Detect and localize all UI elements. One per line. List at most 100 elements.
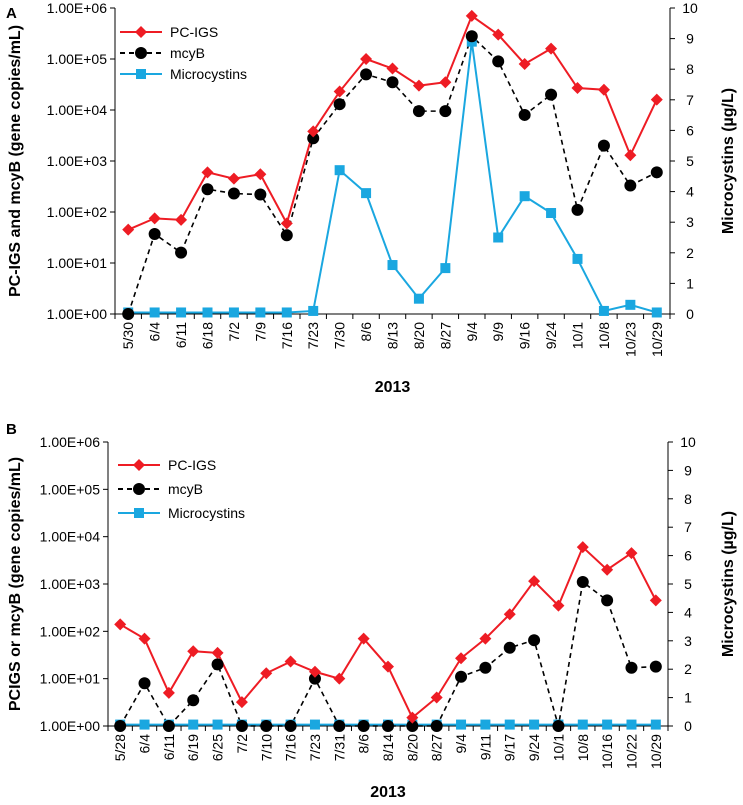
panel-a-right-tick-label: 0: [686, 306, 694, 322]
panel-a-series-microcystins-point: [281, 307, 292, 318]
panel-b-series-pc-igs-point: [406, 711, 419, 724]
panel-a-x-tick-label: 8/20: [411, 322, 427, 349]
panel-a-series-pc-igs-point: [518, 57, 531, 70]
panel-b-series-pc-igs-point: [187, 645, 200, 658]
panel-a-right-tick-label: 7: [686, 92, 694, 108]
panel-b-x-tick-label: 7/10: [258, 734, 274, 761]
panel-b-left-tick-label: 1.00E+03: [40, 576, 101, 592]
panel-a-series-pc-igs-point: [201, 166, 214, 179]
panel-a-right-tick-label: 9: [686, 31, 694, 47]
panel-b-left-tick-label: 1.00E+00: [40, 718, 101, 734]
panel-a-series-pc-igs-point: [360, 53, 373, 65]
panel-b-series-pc-igs-point: [430, 691, 443, 704]
panel-a-x-tick-label: 6/11: [173, 322, 189, 348]
panel-b-right-tick-label: 1: [684, 690, 692, 706]
panel-a-series-mcyb-point: [650, 166, 663, 179]
panel-a-x-tick-label: 9/9: [490, 322, 506, 342]
panel-b-series-microcystins-point: [529, 719, 540, 730]
panel-a-series-microcystins-point: [361, 188, 372, 199]
panel-a-x-tick-label: 5/30: [120, 322, 136, 349]
panel-a-series-mcyb-point: [386, 76, 399, 89]
panel-b-series-microcystins-point: [626, 719, 637, 730]
panel-b-series-pc-igs-point: [625, 547, 638, 560]
panel-b-series-mcyb-point: [382, 720, 394, 732]
panel-a-series-mcyb-point: [624, 179, 637, 192]
panel-b-x-tick-label: 9/24: [526, 734, 542, 761]
panel-a-legend-label-pc-igs: PC-IGS: [170, 24, 218, 40]
panel-a-x-tick-label: 10/8: [596, 322, 612, 349]
panel-b-right-axis-title: Microcystins (µg/L): [720, 511, 737, 657]
panel-b-series-pc-igs-point: [235, 696, 248, 709]
panel-b-series-microcystins-point: [504, 719, 515, 730]
panel-b-legend-label-pc-igs: PC-IGS: [168, 457, 216, 473]
panel-a-right-tick-label: 4: [686, 184, 694, 200]
panel-b-x-tick-label: 8/6: [356, 734, 372, 754]
panel-a-x-tick-label: 8/27: [437, 322, 453, 349]
panel-a-series-pc-igs-point: [148, 212, 161, 225]
panel-b-x-tick-label: 8/14: [380, 734, 396, 761]
panel-b-left-tick-label: 1.00E+01: [40, 671, 101, 687]
panel-a-series-mcyb-point: [518, 108, 531, 121]
panel-a-series-pc-igs-point: [254, 168, 267, 181]
panel-b-x-tick-label: 6/11: [161, 734, 177, 760]
panel-b-series-microcystins-point: [480, 719, 491, 730]
panel-a-right-tick-label: 8: [686, 61, 694, 77]
panel-b-right-tick-label: 9: [684, 462, 692, 478]
panel-b-series-pc-igs-point: [601, 563, 614, 576]
panel-a-series-pc-igs-point: [545, 42, 558, 55]
panel-a-x-tick-label: 10/23: [622, 322, 638, 357]
panel-a-right-tick-label: 1: [686, 275, 694, 291]
panel-a-series-mcyb-point: [360, 68, 373, 81]
panel-a-series-microcystins-point: [202, 307, 213, 318]
panel-a-right-tick-label: 2: [686, 245, 694, 261]
panel-b-right-tick-label: 7: [684, 519, 692, 535]
panel-a-series-mcyb-point: [254, 188, 267, 201]
panel-a-series-pc-igs-point: [412, 79, 425, 92]
panel-b-x-tick-label: 6/19: [185, 734, 201, 761]
panel-b-series-mcyb-point: [625, 661, 638, 674]
panel-b-series-pc-igs-point: [162, 686, 175, 699]
panel-a-series-mcyb-point: [148, 228, 161, 241]
panel-b-x-tick-label: 7/2: [234, 734, 250, 754]
panel-a-left-tick-label: 1.00E+03: [47, 153, 108, 169]
panel-a-series-pc-igs-point: [465, 9, 478, 22]
panel-b-series-mcyb-point: [576, 576, 589, 589]
panel-a-series-pc-igs-point: [227, 172, 240, 185]
panel-b-series-mcyb-point: [649, 660, 662, 673]
panel-a-x-tick-label: 7/30: [332, 322, 348, 349]
panel-b-x-tick-label: 6/25: [210, 734, 226, 761]
panel-b-label: B: [6, 421, 17, 438]
panel-a-series-mcyb-point: [412, 105, 425, 118]
panel-a-legend-label-microcystins: Microcystins: [170, 66, 247, 82]
panel-b-series-microcystins-point: [577, 719, 588, 730]
panel-a-right-tick-label: 5: [686, 153, 694, 169]
panel-b-series-microcystins-point: [602, 719, 613, 730]
panel-a-series-microcystins-point: [255, 307, 266, 318]
panel-b-legend-label-mcyb: mcyB: [168, 481, 203, 497]
panel-a-x-tick-label: 9/4: [464, 322, 480, 342]
panel-b-series-mcyb-point: [528, 634, 541, 647]
panel-b-x-tick-label: 9/11: [477, 734, 493, 760]
panel-b-x-tick-label: 10/8: [575, 734, 591, 761]
panel-b-right-tick-label: 5: [684, 576, 692, 592]
panel-a-legend-marker-pc-igs: [135, 26, 147, 38]
panel-b-series-mcyb-point: [162, 720, 175, 732]
panel-b-x-tick-label: 10/1: [550, 734, 566, 761]
panel-a-right-tick-label: 10: [682, 0, 698, 16]
panel-b-x-tick-label: 7/23: [307, 734, 323, 761]
panel-a-series-microcystins-point: [625, 299, 636, 310]
panel-a-left-tick-label: 1.00E+06: [47, 0, 108, 16]
panel-a-series-mcyb-point: [307, 132, 320, 145]
panel-b-series-pc-igs-point: [649, 594, 662, 607]
panel-b-legend-marker-pc-igs: [133, 459, 145, 471]
panel-b-series-mcyb-point: [235, 720, 248, 732]
panel-a-series-microcystins-point: [493, 232, 504, 243]
panel-b-series-pc-igs-point: [455, 652, 468, 665]
panel-a-series-pc-igs-point: [175, 213, 188, 226]
panel-b-legend-label-microcystins: Microcystins: [168, 505, 245, 521]
panel-a-left-tick-label: 1.00E+05: [47, 51, 108, 67]
panel-b-left-tick-label: 1.00E+04: [40, 529, 101, 545]
panel-a-series-mcyb-point: [571, 203, 584, 216]
panel-b-series-microcystins-point: [456, 719, 467, 730]
